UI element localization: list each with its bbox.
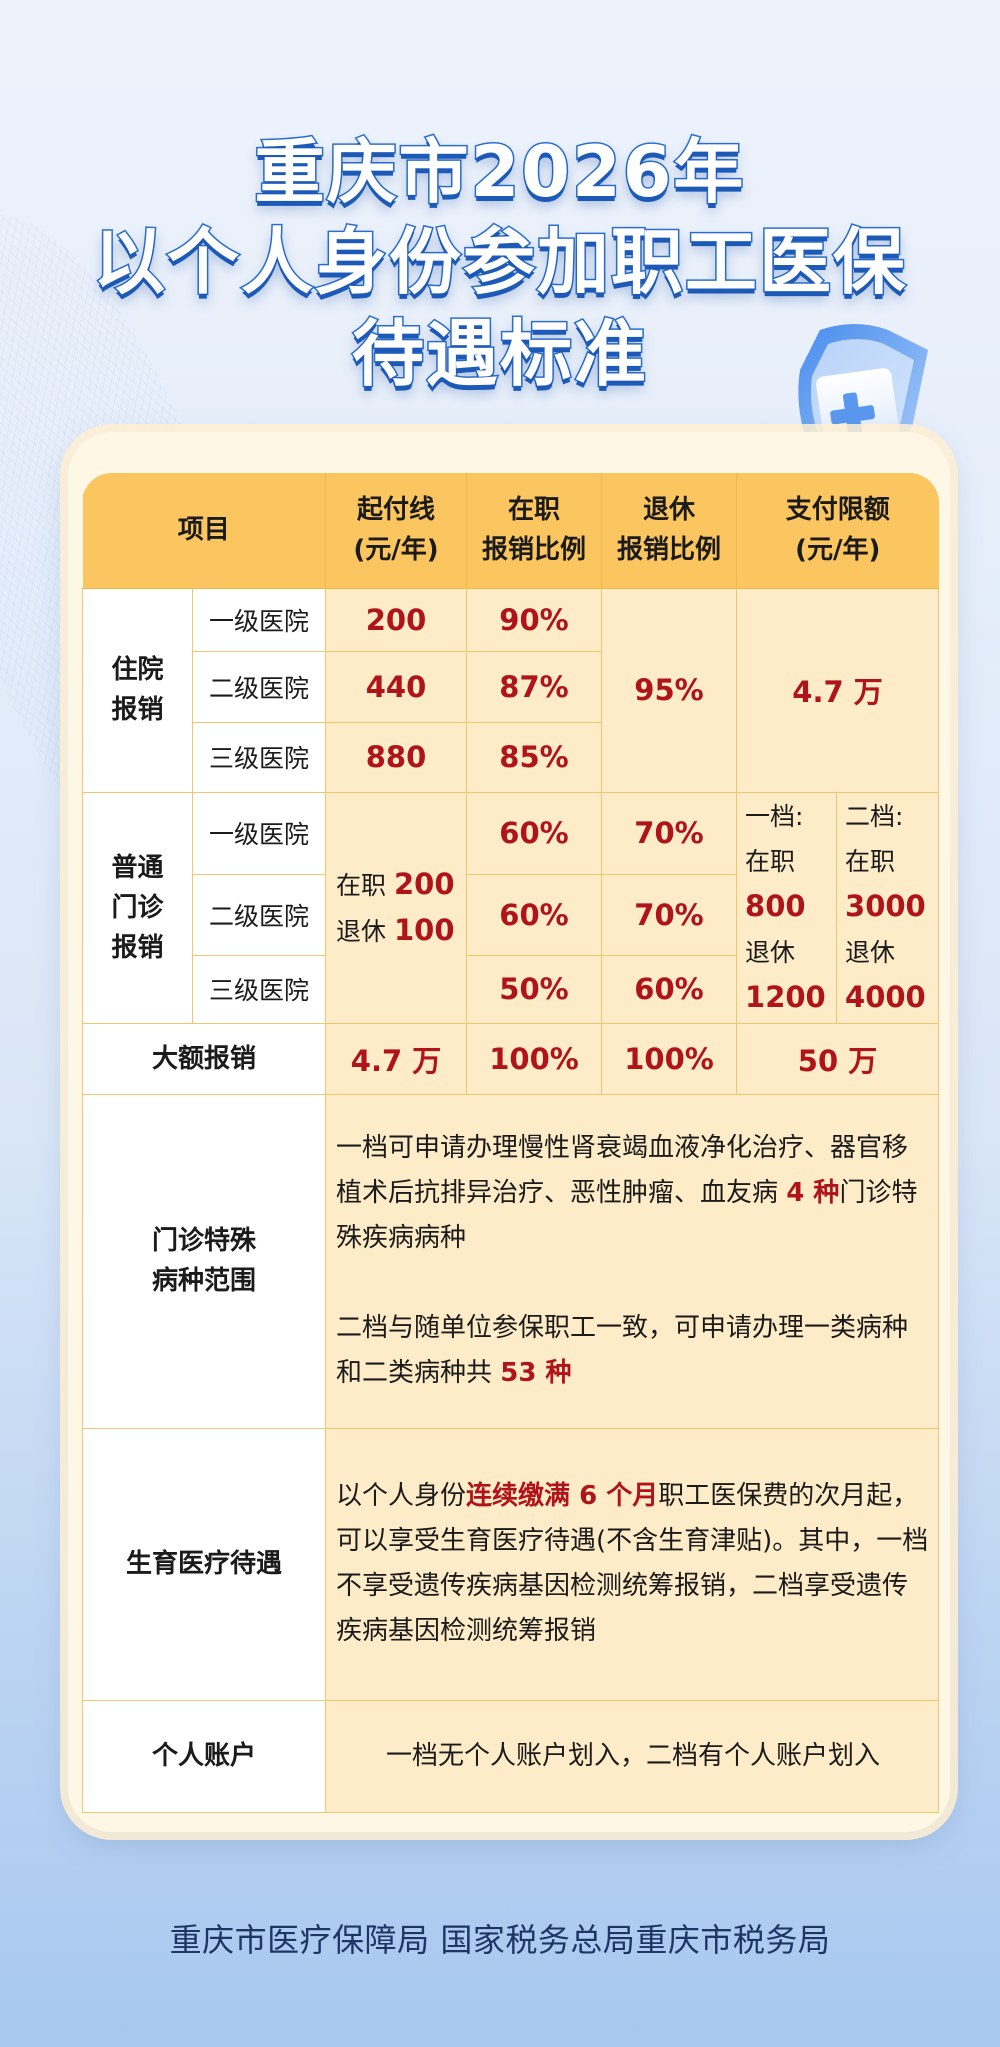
employed-rate: 87% <box>466 650 603 723</box>
employed-rate: 60% <box>466 873 603 956</box>
account-label: 个人账户 <box>82 1699 327 1813</box>
table-row: 大额报销 4.7 万 100% 100% 50 万 <box>82 1022 940 1095</box>
major-employed-rate: 100% <box>466 1022 603 1095</box>
hospital-level: 二级医院 <box>191 650 327 723</box>
payment-limit: 4.7 万 <box>736 587 940 793</box>
hospital-level: 三级医院 <box>191 954 327 1024</box>
tier2-limit: 二档: 在职 3000 退休 4000 <box>836 791 940 1024</box>
maternity-label: 生育医疗待遇 <box>82 1427 327 1701</box>
outpatient-deductible: 在职 200 退休 100 <box>325 791 468 1024</box>
deductible-value: 200 <box>325 587 468 652</box>
account-description: 一档无个人账户划入，二档有个人账户划入 <box>325 1699 940 1813</box>
title-line-1: 重庆市2026年 <box>253 130 746 215</box>
table-row: 住院 报销 一级医院 200 90% 95% 4.7 万 <box>82 587 940 793</box>
table-row: 门诊特殊 病种范围 一档可申请办理慢性肾衰竭血液净化治疗、器官移植术后抗排异治疗、… <box>82 1093 940 1429</box>
header-employed-rate: 在职 报销比例 <box>466 473 603 589</box>
hospital-level: 二级医院 <box>191 873 327 956</box>
table-row: 二级医院 440 87% <box>83 650 939 723</box>
retired-rate: 95% <box>601 587 738 793</box>
hospital-level: 三级医院 <box>191 721 327 793</box>
major-label: 大额报销 <box>82 1022 327 1095</box>
header-deductible: 起付线 (元/年) <box>325 473 468 589</box>
header-item: 项目 <box>82 473 327 589</box>
table-row: 普通 门诊 报销 一级医院 在职 200 退休 100 60% 70% 一档: 在职… <box>82 791 940 1024</box>
employed-rate: 90% <box>466 587 603 652</box>
outpatient-label: 普通 门诊 报销 <box>82 791 193 1024</box>
page-title: 重庆市2026年 以个人身份参加职工医保 待遇标准 <box>0 128 1000 400</box>
table-row: 二级医院 60% 70% <box>83 873 939 956</box>
footer-issuers: 重庆市医疗保障局 国家税务总局重庆市税务局 <box>169 1921 831 1959</box>
employed-rate: 50% <box>466 954 603 1024</box>
header-payment-limit: 支付限额 (元/年) <box>736 473 939 589</box>
table-row: 三级医院 880 85% <box>83 721 939 793</box>
retired-rate: 70% <box>601 791 738 875</box>
inpatient-label: 住院 报销 <box>82 587 193 793</box>
major-limit: 50 万 <box>736 1022 940 1095</box>
special-description: 一档可申请办理慢性肾衰竭血液净化治疗、器官移植术后抗排异治疗、恶性肿瘤、血友病 … <box>325 1093 940 1429</box>
maternity-description: 以个人身份连续缴满 6 个月职工医保费的次月起，可以享受生育医疗待遇(不含生育津… <box>325 1427 940 1701</box>
title-line-2: 以个人身份参加职工医保 <box>91 219 907 306</box>
table-header-row: 项目 起付线 (元/年) 在职 报销比例 退休 报销比例 支付限额 (元/年) <box>82 473 939 589</box>
hospital-level: 一级医院 <box>191 587 327 652</box>
table-row: 个人账户 一档无个人账户划入，二档有个人账户划入 <box>82 1699 940 1813</box>
retired-rate: 60% <box>601 954 738 1024</box>
special-label: 门诊特殊 病种范围 <box>82 1093 327 1429</box>
hospital-level: 一级医院 <box>191 791 327 875</box>
deductible-value: 440 <box>325 650 468 723</box>
tier1-limit: 一档: 在职 800 退休 1200 <box>736 791 838 1024</box>
title-line-3: 待遇标准 <box>350 311 648 398</box>
major-retired-rate: 100% <box>601 1022 738 1095</box>
table-row: 生育医疗待遇 以个人身份连续缴满 6 个月职工医保费的次月起，可以享受生育医疗待… <box>82 1427 940 1701</box>
major-deductible: 4.7 万 <box>325 1022 468 1095</box>
benefits-table: 项目 起付线 (元/年) 在职 报销比例 退休 报销比例 支付限额 (元/年) 住院 报销… <box>82 473 940 1813</box>
employed-rate: 85% <box>466 721 603 793</box>
employed-rate: 60% <box>466 791 603 875</box>
deductible-value: 880 <box>325 721 468 793</box>
header-retired-rate: 退休 报销比例 <box>601 473 738 589</box>
retired-rate: 70% <box>601 873 738 956</box>
